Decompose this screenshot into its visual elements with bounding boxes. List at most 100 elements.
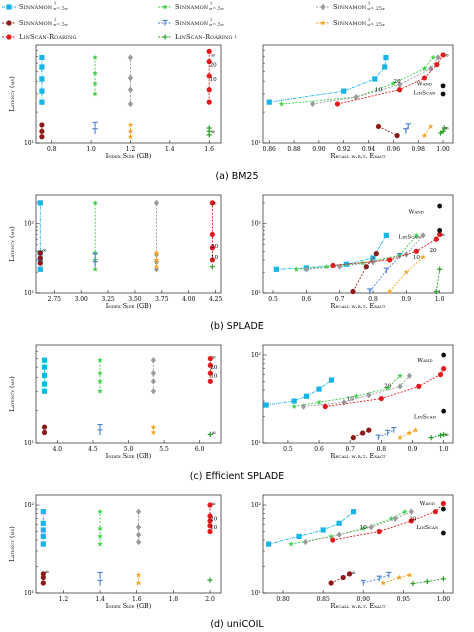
data-point <box>40 541 46 547</box>
data-point <box>41 364 48 370</box>
series-or <box>127 121 134 140</box>
data-point <box>41 388 48 394</box>
data-point <box>346 571 353 577</box>
series-dr <box>40 571 46 586</box>
data-point <box>330 537 336 543</box>
data-point <box>384 385 391 391</box>
data-point <box>92 90 98 97</box>
data-point <box>397 372 403 379</box>
data-point <box>97 571 103 578</box>
legend-swatch <box>316 19 330 26</box>
data-point <box>92 54 98 61</box>
legend-item-dr: Sinnamon ↓ m=.5ψ <box>2 18 68 28</box>
legend-sub: m=.5ψ <box>53 23 68 28</box>
data-point <box>150 429 157 435</box>
legend-label: Sinnamon <box>19 3 53 11</box>
legend-sup: ↓ <box>53 18 58 23</box>
series-line <box>383 574 410 584</box>
annotation: ∞ <box>45 570 50 576</box>
data-point <box>97 423 103 430</box>
reference-point <box>441 408 447 414</box>
series-gy <box>310 54 441 108</box>
legend-sup: ↑ <box>367 2 372 7</box>
data-point <box>135 571 142 578</box>
data-point <box>353 93 359 101</box>
data-point <box>360 260 366 266</box>
legend-sup: ↓ <box>233 34 238 40</box>
series-line <box>268 511 354 545</box>
legend-marker <box>162 3 168 10</box>
x-tick-label: 3.50 <box>128 296 142 303</box>
reference-point <box>441 352 447 358</box>
data-point <box>41 381 48 387</box>
data-point <box>424 578 430 585</box>
annotation: 20 <box>210 63 218 69</box>
y-tick-label: 10² <box>251 221 262 228</box>
data-point <box>39 128 45 134</box>
series-gp <box>207 577 213 583</box>
legend-marker <box>6 34 12 40</box>
series-line <box>399 429 416 439</box>
series-line <box>332 234 441 266</box>
data-point <box>302 538 309 546</box>
x-tick-label: 6.0 <box>195 446 205 453</box>
series-gy <box>135 508 142 546</box>
data-point <box>336 520 342 526</box>
series-line <box>424 126 431 136</box>
data-point <box>135 538 142 546</box>
annotation: 10 <box>211 255 219 261</box>
series-dr <box>37 250 43 266</box>
legend-sup: ↓ <box>367 18 372 23</box>
legend-label: Sinnamon <box>175 19 209 27</box>
series-dr <box>39 122 45 140</box>
data-point <box>92 199 99 206</box>
series-rd <box>330 500 446 543</box>
legend-marker <box>320 3 326 11</box>
x-tick-label: 0.88 <box>287 146 301 153</box>
series-or <box>380 571 413 586</box>
reference-point <box>437 228 443 233</box>
legend-swatch <box>2 4 16 10</box>
data-point <box>150 378 157 385</box>
plot-3-0: 10¹ 10² 1.2 1.4 1.6 1.8 2.0 Index Size (GB) Late… <box>8 494 222 610</box>
data-point <box>266 99 272 105</box>
data-point <box>209 264 215 270</box>
series-rd <box>206 48 212 105</box>
series-bl <box>403 123 411 134</box>
data-point <box>383 232 389 238</box>
data-point <box>97 533 104 539</box>
data-point <box>323 263 330 270</box>
data-point <box>291 403 298 409</box>
series-rd <box>322 366 447 410</box>
annotation: ∞ <box>212 430 217 436</box>
series-gy <box>300 372 412 410</box>
x-tick-label: 0.86 <box>263 146 277 153</box>
x-tick-label: 0.90 <box>312 146 326 153</box>
series-line <box>332 503 444 541</box>
series-sv <box>40 509 46 547</box>
data-point <box>316 386 322 392</box>
series-line <box>435 269 441 292</box>
data-point <box>440 52 446 58</box>
annotation: Wand <box>417 358 432 364</box>
data-point <box>378 395 384 402</box>
x-tick-label: 4.5 <box>88 446 98 453</box>
data-point <box>406 429 413 436</box>
series-gp <box>410 576 446 587</box>
data-point <box>440 500 446 507</box>
data-point <box>40 533 46 539</box>
series-bl <box>97 571 103 586</box>
data-point <box>209 231 215 238</box>
data-point <box>37 250 43 256</box>
x-tick-label: 0.7 <box>335 296 345 303</box>
data-point <box>343 261 349 267</box>
data-point <box>127 100 134 108</box>
annotation: Wand <box>417 81 432 87</box>
data-point <box>406 571 413 578</box>
series-bl <box>375 426 397 441</box>
legend-label: Sinnamon <box>19 19 53 27</box>
data-point <box>340 574 346 581</box>
series-bl <box>367 253 403 295</box>
data-point <box>291 398 297 404</box>
